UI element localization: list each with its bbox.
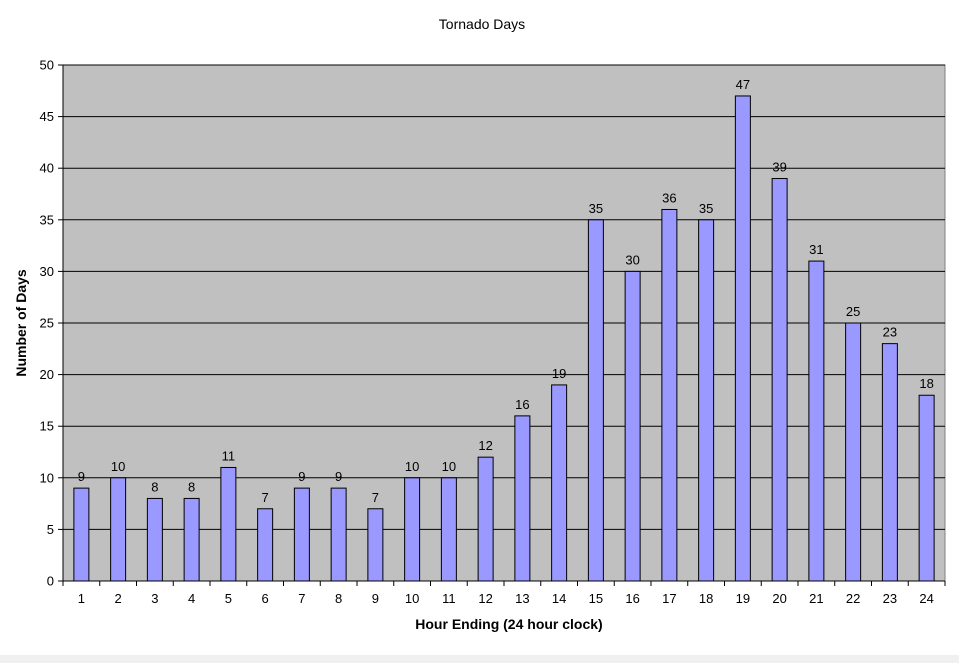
bar xyxy=(73,487,90,582)
data-label: 23 xyxy=(883,325,897,340)
data-label: 30 xyxy=(625,252,639,267)
bar xyxy=(881,343,898,582)
x-tick-label: 8 xyxy=(335,591,342,606)
x-tick-label: 12 xyxy=(478,591,492,606)
data-label: 10 xyxy=(111,459,125,474)
x-tick-label: 24 xyxy=(919,591,933,606)
data-label: 8 xyxy=(151,479,158,494)
y-tick-label: 0 xyxy=(47,574,54,589)
data-label: 36 xyxy=(662,190,676,205)
bar xyxy=(698,219,715,582)
bar xyxy=(514,415,531,582)
data-label: 11 xyxy=(222,448,236,463)
data-label: 31 xyxy=(809,242,823,257)
x-tick-label: 1 xyxy=(78,591,85,606)
x-axis: 1 2 3 4 5 6 7 8 9 10 11 12 13 14 15 16 17 18 19 20 21 22 23 24 xyxy=(62,580,946,606)
x-tick-label: 11 xyxy=(442,591,456,606)
x-tick-label: 6 xyxy=(262,591,269,606)
data-label: 7 xyxy=(262,490,269,505)
data-label: 35 xyxy=(589,201,603,216)
y-tick-label: 15 xyxy=(40,419,54,434)
bar xyxy=(293,487,310,582)
data-label: 19 xyxy=(552,366,566,381)
x-tick-label: 17 xyxy=(662,591,676,606)
bar xyxy=(183,497,200,582)
bar xyxy=(624,270,641,582)
x-tick-label: 7 xyxy=(298,591,305,606)
footer-strip xyxy=(0,655,959,663)
x-tick-label: 20 xyxy=(772,591,786,606)
x-tick-label: 14 xyxy=(552,591,566,606)
chart-title: Tornado Days xyxy=(439,16,525,32)
y-axis: 0 5 10 15 20 25 30 35 40 45 50 xyxy=(40,58,64,589)
data-label: 7 xyxy=(372,490,379,505)
data-label: 10 xyxy=(442,459,456,474)
bar xyxy=(661,208,678,582)
x-tick-label: 19 xyxy=(736,591,750,606)
y-tick-label: 30 xyxy=(40,264,54,279)
bar xyxy=(551,384,568,582)
bar xyxy=(330,487,347,582)
x-tick-label: 2 xyxy=(115,591,122,606)
x-tick-label: 9 xyxy=(372,591,379,606)
x-tick-label: 13 xyxy=(515,591,529,606)
data-label: 8 xyxy=(188,479,195,494)
bar xyxy=(477,456,494,582)
bar xyxy=(257,508,274,582)
y-tick-label: 10 xyxy=(40,470,54,485)
bars xyxy=(73,95,935,582)
gridlines xyxy=(63,64,945,530)
bar xyxy=(587,219,604,582)
bar xyxy=(146,497,163,582)
bar xyxy=(845,322,862,582)
data-label: 35 xyxy=(699,201,713,216)
data-label: 12 xyxy=(478,438,492,453)
y-tick-label: 50 xyxy=(40,58,54,73)
data-label: 10 xyxy=(405,459,419,474)
x-tick-label: 23 xyxy=(883,591,897,606)
bar xyxy=(771,178,788,582)
x-tick-label: 22 xyxy=(846,591,860,606)
y-tick-label: 5 xyxy=(47,522,54,537)
bar xyxy=(808,260,825,582)
x-tick-label: 4 xyxy=(188,591,195,606)
bar xyxy=(404,477,421,582)
x-tick-label: 3 xyxy=(151,591,158,606)
data-label: 9 xyxy=(298,469,305,484)
y-tick-label: 25 xyxy=(40,316,54,331)
bar xyxy=(110,477,127,582)
y-tick-label: 45 xyxy=(40,109,54,124)
y-tick-label: 35 xyxy=(40,212,54,227)
x-tick-label: 5 xyxy=(225,591,232,606)
data-label: 47 xyxy=(736,77,750,92)
data-label: 16 xyxy=(515,397,529,412)
bar xyxy=(367,508,384,582)
x-axis-label: Hour Ending (24 hour clock) xyxy=(415,616,602,632)
x-tick-label: 10 xyxy=(405,591,419,606)
bar xyxy=(734,95,751,582)
y-tick-label: 40 xyxy=(40,161,54,176)
y-axis-label: Number of Days xyxy=(13,269,29,377)
bar xyxy=(220,466,237,582)
data-label: 39 xyxy=(772,160,786,175)
data-label: 9 xyxy=(335,469,342,484)
x-tick-label: 18 xyxy=(699,591,713,606)
data-labels: 9 10 8 8 11 7 9 9 7 10 10 12 16 19 35 30 36 35 47 39 31 25 23 1… xyxy=(78,77,934,505)
data-label: 25 xyxy=(846,304,860,319)
x-tick-label: 16 xyxy=(625,591,639,606)
data-label: 9 xyxy=(78,469,85,484)
x-tick-label: 21 xyxy=(809,591,823,606)
data-label: 18 xyxy=(919,376,933,391)
bar xyxy=(440,477,457,582)
bar xyxy=(918,394,935,582)
y-tick-label: 20 xyxy=(40,367,54,382)
x-tick-label: 15 xyxy=(589,591,603,606)
